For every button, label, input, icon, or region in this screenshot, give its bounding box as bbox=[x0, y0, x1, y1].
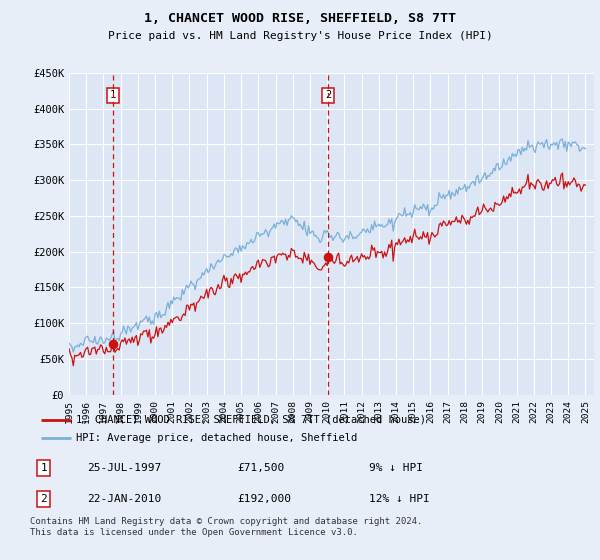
Text: 2: 2 bbox=[325, 90, 331, 100]
Text: 1, CHANCET WOOD RISE, SHEFFIELD, S8 7TT (detached house): 1, CHANCET WOOD RISE, SHEFFIELD, S8 7TT … bbox=[76, 415, 427, 424]
Text: £192,000: £192,000 bbox=[238, 494, 292, 504]
Text: Contains HM Land Registry data © Crown copyright and database right 2024.
This d: Contains HM Land Registry data © Crown c… bbox=[30, 517, 422, 537]
Point bbox=[323, 253, 333, 262]
Text: £71,500: £71,500 bbox=[238, 463, 285, 473]
Text: Price paid vs. HM Land Registry's House Price Index (HPI): Price paid vs. HM Land Registry's House … bbox=[107, 31, 493, 41]
Text: 2: 2 bbox=[40, 494, 47, 504]
Point bbox=[108, 339, 118, 348]
Text: 1: 1 bbox=[40, 463, 47, 473]
Text: 1: 1 bbox=[110, 90, 116, 100]
Text: 12% ↓ HPI: 12% ↓ HPI bbox=[368, 494, 429, 504]
Text: HPI: Average price, detached house, Sheffield: HPI: Average price, detached house, Shef… bbox=[76, 433, 358, 443]
Text: 25-JUL-1997: 25-JUL-1997 bbox=[88, 463, 161, 473]
Text: 22-JAN-2010: 22-JAN-2010 bbox=[88, 494, 161, 504]
Text: 1, CHANCET WOOD RISE, SHEFFIELD, S8 7TT: 1, CHANCET WOOD RISE, SHEFFIELD, S8 7TT bbox=[144, 12, 456, 25]
Text: 9% ↓ HPI: 9% ↓ HPI bbox=[368, 463, 422, 473]
